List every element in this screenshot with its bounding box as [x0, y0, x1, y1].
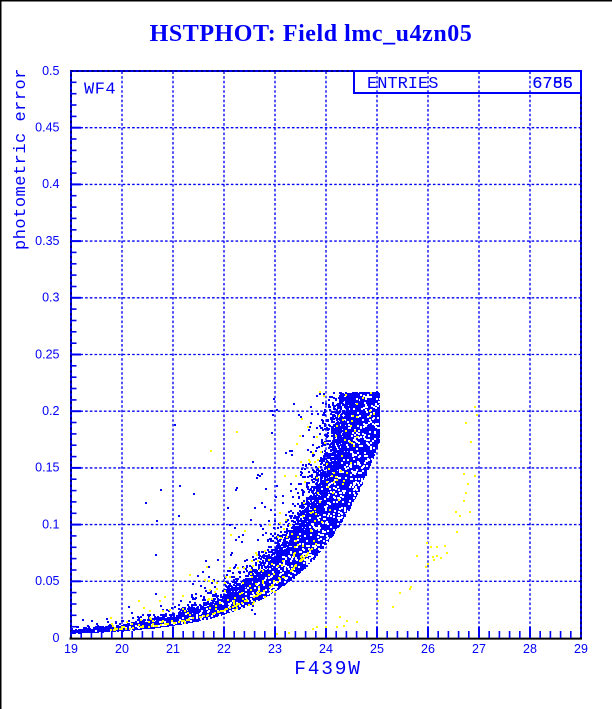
svg-text:0.2: 0.2	[42, 404, 59, 418]
svg-text:0.3: 0.3	[42, 291, 59, 305]
svg-text:19: 19	[64, 642, 78, 656]
svg-text:6755: 6755	[532, 75, 573, 94]
svg-text:25: 25	[370, 642, 384, 656]
svg-text:6786: 6786	[532, 75, 573, 94]
svg-text:photometric error: photometric error	[12, 68, 31, 250]
svg-text:27: 27	[472, 642, 486, 656]
svg-text:WF4: WF4	[84, 81, 116, 100]
svg-text:0.4: 0.4	[42, 177, 59, 191]
svg-text:0.45: 0.45	[35, 121, 59, 135]
svg-text:29: 29	[574, 642, 588, 656]
svg-text:0.15: 0.15	[35, 461, 59, 475]
svg-text:F439W: F439W	[294, 658, 362, 680]
svg-text:23: 23	[268, 642, 282, 656]
svg-text:0.35: 0.35	[35, 234, 59, 248]
svg-text:26: 26	[421, 642, 435, 656]
svg-text:0: 0	[53, 631, 60, 645]
svg-text:0.25: 0.25	[35, 347, 59, 361]
svg-text:28: 28	[523, 642, 537, 656]
svg-text:21: 21	[166, 642, 180, 656]
svg-text:0.5: 0.5	[42, 64, 59, 78]
svg-text:22: 22	[217, 642, 231, 656]
svg-text:ENTRIES: ENTRIES	[367, 75, 438, 94]
svg-text:HSTPHOT: Field lmc_u4zn05: HSTPHOT: Field lmc_u4zn05	[150, 21, 473, 47]
svg-text:0.1: 0.1	[42, 517, 59, 531]
svg-text:20: 20	[115, 642, 129, 656]
svg-text:0.05: 0.05	[35, 574, 59, 588]
svg-text:24: 24	[319, 642, 333, 656]
